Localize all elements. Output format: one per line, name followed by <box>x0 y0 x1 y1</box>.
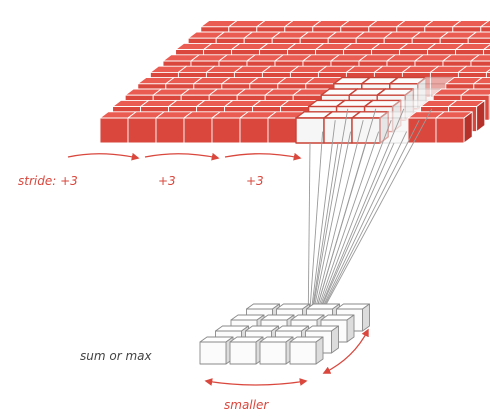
receptive-field-line <box>307 108 405 339</box>
receptive-field-line <box>307 131 324 339</box>
input-feature-map <box>99 20 490 144</box>
input-cell <box>435 111 473 144</box>
cube-front-face <box>435 117 465 144</box>
smaller-width-arrow <box>204 378 308 386</box>
receptive-field-line <box>307 108 349 339</box>
stride-step-label-2: +3 <box>158 174 176 188</box>
stride-step-label-3: +3 <box>246 174 264 188</box>
output-pooled-map <box>199 303 370 365</box>
cube-front-face <box>239 117 269 144</box>
input-cell <box>211 111 249 144</box>
cube-front-face <box>229 341 257 365</box>
pooling-operation-label: sum or max <box>80 349 152 363</box>
receptive-field-line <box>307 120 392 339</box>
stride-label: stride: +3 <box>18 174 78 188</box>
cube-front-face <box>407 117 437 144</box>
cube-front-face <box>295 117 325 144</box>
cube-front-face <box>99 117 129 144</box>
stride-arrow-3 <box>224 152 302 161</box>
cube-side-face <box>315 336 324 365</box>
cube-front-face <box>323 117 353 144</box>
smaller-depth-arrow <box>322 328 369 374</box>
cube-side-face <box>331 325 339 354</box>
cube-top-face <box>480 20 490 28</box>
cube-side-face <box>346 314 355 343</box>
cube-front-face <box>211 117 241 144</box>
receptive-field-line <box>307 108 433 339</box>
output-cell <box>289 336 324 365</box>
cube-top-face <box>485 69 490 73</box>
smaller-label: smaller <box>224 398 269 412</box>
cube-front-face <box>267 117 297 144</box>
cube-front-face <box>183 117 213 144</box>
receptive-field-line <box>307 119 420 339</box>
receptive-field-line <box>307 120 336 339</box>
cube-front-face <box>155 117 185 144</box>
receptive-field-line <box>307 120 364 339</box>
stride-arrow-2 <box>144 152 220 161</box>
output-cell <box>199 336 234 365</box>
receptive-field-line <box>307 108 377 339</box>
output-cell <box>259 336 294 365</box>
cube-front-face <box>127 117 157 144</box>
cube-front-face <box>259 341 287 365</box>
output-cell <box>229 336 264 365</box>
cube-front-face <box>199 341 227 365</box>
cube-side-face <box>362 303 370 332</box>
cube-top-face <box>483 44 490 51</box>
cube-top-face <box>473 77 490 85</box>
stride-arrow-1 <box>67 152 140 161</box>
cube-front-face <box>289 341 317 365</box>
